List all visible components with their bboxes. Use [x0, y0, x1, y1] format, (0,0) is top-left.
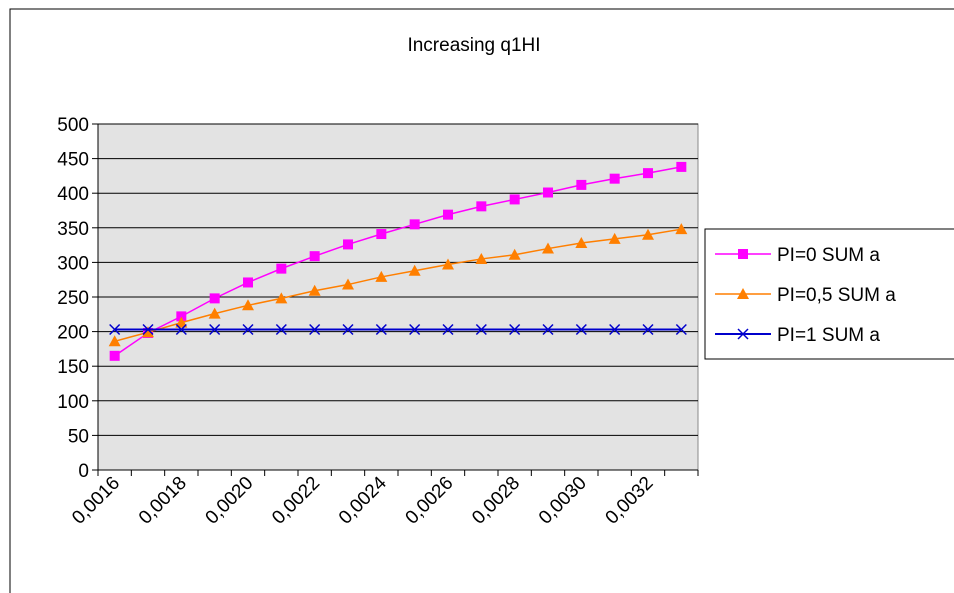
data-point: [109, 323, 121, 336]
data-point: [408, 264, 421, 276]
data-point: [309, 323, 321, 336]
data-point: [509, 194, 520, 205]
data-point: [575, 237, 588, 249]
data-point: [375, 270, 388, 282]
data-point-stroke: [275, 323, 287, 336]
data-point: [609, 173, 620, 184]
data-point: [576, 179, 587, 190]
legend-label: PI=1 SUM a: [777, 325, 880, 346]
data-point: [342, 278, 354, 290]
data-point: [608, 232, 621, 244]
data-point: [642, 228, 654, 240]
data-point: [343, 239, 353, 250]
data-point-stroke: [442, 323, 454, 336]
data-point: [142, 326, 154, 338]
y-tick-label: 450: [57, 150, 89, 171]
data-point: [575, 323, 587, 336]
data-point: [243, 277, 253, 288]
series-line-1: [114, 166, 682, 357]
data-point: [242, 323, 254, 336]
data-point: [443, 209, 453, 220]
data-point: [409, 323, 421, 336]
data-point-stroke: [575, 323, 587, 336]
y-tick-label: 250: [57, 288, 89, 309]
data-point-stroke: [342, 323, 354, 336]
data-point: [309, 251, 320, 262]
data-point: [176, 311, 187, 322]
data-point: [609, 323, 621, 336]
data-point: [542, 242, 554, 254]
data-point: [242, 299, 254, 311]
data-point-stroke: [642, 323, 654, 336]
data-point: [676, 161, 687, 172]
data-point: [275, 292, 288, 304]
data-point: [342, 323, 354, 336]
data-point-stroke: [175, 323, 187, 336]
data-point: [175, 323, 187, 336]
legend-marker: [737, 288, 749, 299]
data-point-stroke: [509, 323, 521, 336]
data-point-stroke: [675, 323, 687, 336]
data-point-stroke: [375, 323, 387, 336]
data-point: [675, 223, 688, 235]
data-point: [209, 293, 220, 304]
data-point-stroke: [609, 323, 621, 336]
data-point: [508, 248, 521, 260]
legend-marker-stroke: [737, 328, 749, 340]
data-point: [475, 252, 488, 264]
data-point: [476, 201, 487, 212]
legend-label: PI=0 SUM a: [777, 245, 880, 266]
y-tick-label: 350: [57, 219, 89, 240]
data-point: [375, 323, 387, 336]
data-point: [108, 335, 121, 347]
data-point: [542, 323, 554, 336]
data-point: [376, 229, 387, 240]
data-point: [409, 219, 420, 230]
y-tick-label: 100: [57, 392, 89, 413]
data-point: [442, 258, 454, 270]
legend-marker: [737, 328, 749, 340]
legend-marker: [738, 249, 748, 259]
series-line-2: [114, 228, 682, 343]
legend-label: PI=0,5 SUM a: [777, 285, 896, 306]
data-point: [175, 316, 188, 328]
y-tick-label: 400: [57, 184, 89, 205]
data-point-stroke: [409, 323, 421, 336]
data-point: [642, 323, 654, 336]
data-point: [275, 323, 287, 336]
legend: PI=0 SUM a PI=0,5 SUM a PI=1 SUM a: [704, 228, 954, 360]
data-point: [643, 168, 653, 179]
data-point: [208, 307, 221, 319]
data-point-stroke: [475, 323, 487, 336]
data-point: [675, 323, 687, 336]
data-point: [276, 263, 287, 274]
data-point: [209, 323, 221, 336]
y-tick-label: 150: [57, 357, 89, 378]
y-tick-label: 500: [57, 115, 89, 136]
data-point: [308, 284, 321, 296]
y-tick-label: 200: [57, 323, 89, 344]
data-point-stroke: [109, 323, 121, 336]
y-tick-label: 0: [78, 461, 89, 482]
data-point: [543, 187, 553, 198]
data-point: [509, 323, 521, 336]
chart-title: Increasing q1HI: [407, 35, 540, 56]
data-point: [442, 323, 454, 336]
data-point: [142, 323, 154, 336]
data-point: [109, 350, 120, 361]
data-point-stroke: [542, 323, 554, 336]
data-point-stroke: [142, 323, 154, 336]
data-point-stroke: [309, 323, 321, 336]
y-tick-label: 300: [57, 253, 89, 274]
y-tick-label: 50: [68, 426, 89, 447]
data-point-stroke: [209, 323, 221, 336]
data-point: [475, 323, 487, 336]
data-point-stroke: [242, 323, 254, 336]
